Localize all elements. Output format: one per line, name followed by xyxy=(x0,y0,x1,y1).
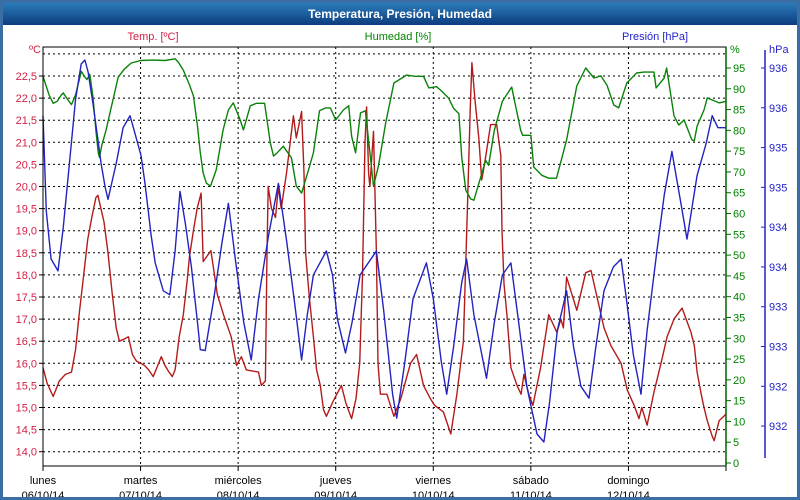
axis-tick-label: 20,5 xyxy=(16,159,37,171)
axis-tick-label: 16,5 xyxy=(16,336,37,348)
axis-tick-label: 19,0 xyxy=(16,226,37,238)
axis-tick-label: 22,0 xyxy=(16,93,37,105)
axis-tick-label: 935 xyxy=(769,182,787,194)
axis-tick-label: 06/10/14 xyxy=(22,490,65,500)
axis-tick-label: 14,0 xyxy=(16,447,37,459)
axis-tick-label: 11/10/14 xyxy=(510,490,552,500)
axis-tick-label: 07/10/14 xyxy=(119,490,162,500)
temperature-line xyxy=(42,62,727,442)
axis-tick-label: 80 xyxy=(733,125,745,137)
axis-tick-label: 935 xyxy=(769,143,787,155)
axis-tick-label: 0 xyxy=(733,458,739,470)
title-bar: Temperatura, Presión, Humedad xyxy=(3,3,797,25)
axis-tick-label: 15 xyxy=(733,396,745,408)
axis-tick-label: 35 xyxy=(733,312,745,324)
axis-tick-label: viernes xyxy=(416,475,452,487)
legend-temperature: Temp. [ºC] xyxy=(127,31,179,43)
axis-tick-label: 30 xyxy=(733,333,745,345)
legend-humidity: Humedad [%] xyxy=(364,31,432,43)
axis-tick-label: 85 xyxy=(733,105,745,117)
axis-tick-label: 55 xyxy=(733,229,745,241)
axis-tick-label: martes xyxy=(124,475,158,487)
axis-tick-label: 10/10/14 xyxy=(412,490,455,500)
humidity-axis-unit: % xyxy=(730,44,740,56)
axis-tick-label: 40 xyxy=(733,292,745,304)
axis-tick-label: 17,0 xyxy=(16,314,37,326)
axis-tick-label: 60 xyxy=(733,209,745,221)
axis-tick-label: jueves xyxy=(319,475,352,487)
axis-tick-label: 21,0 xyxy=(16,137,37,149)
axis-tick-label: 25 xyxy=(733,354,745,366)
pressure-line xyxy=(42,59,726,443)
axis-tick-label: 21,5 xyxy=(16,115,37,127)
axis-tick-label: 932 xyxy=(769,381,787,393)
axis-tick-label: 08/10/14 xyxy=(217,490,260,500)
axis-tick-label: 75 xyxy=(733,146,745,158)
axis-tick-label: 20,0 xyxy=(16,182,37,194)
axis-tick-label: sábado xyxy=(513,475,549,487)
legend-pressure: Presión [hPa] xyxy=(621,31,689,43)
axis-tick-label: 10 xyxy=(733,416,745,428)
axis-tick-label: 933 xyxy=(769,341,787,353)
axis-tick-label: 14,5 xyxy=(16,425,37,437)
axis-tick-label: 17,5 xyxy=(16,292,37,304)
pressure-axis-unit: hPa xyxy=(769,44,789,56)
axis-tick-label: 5 xyxy=(733,437,739,449)
axis-tick-label: 16,0 xyxy=(16,358,37,370)
axis-tick-label: 933 xyxy=(769,302,787,314)
axis-tick-label: 65 xyxy=(733,188,745,200)
axis-tick-label: 70 xyxy=(733,167,745,179)
axis-tick-label: 934 xyxy=(769,222,787,234)
axis-tick-label: lunes xyxy=(30,475,57,487)
window-title: Temperatura, Presión, Humedad xyxy=(308,7,492,21)
chart-plot: 22,5 22,0 21,5 21,0 20,5 20,0 19,5 19,0 18,5 18,0… xyxy=(16,46,787,500)
axis-tick-label: 18,0 xyxy=(16,270,37,282)
axis-tick-label: 20 xyxy=(733,375,745,387)
humidity-line xyxy=(42,58,727,201)
axis-tick-label: miércoles xyxy=(215,475,263,487)
plot-border xyxy=(42,46,727,467)
axis-tick-label: 90 xyxy=(733,84,745,96)
axis-tick-label: 19,5 xyxy=(16,204,37,216)
axis-tick-label: 50 xyxy=(733,250,745,262)
axis-tick-label: 09/10/14 xyxy=(314,490,357,500)
axis-tick-label: domingo xyxy=(607,475,649,487)
axis-tick-label: 12/10/14 xyxy=(607,490,650,500)
axis-tick-label: 15,5 xyxy=(16,380,37,392)
axis-tick-label: 18,5 xyxy=(16,248,37,260)
axis-tick-label: 45 xyxy=(733,271,745,283)
axis-tick-label: 22,5 xyxy=(16,71,37,83)
axis-tick-label: 936 xyxy=(769,103,787,115)
axis-tick-label: 936 xyxy=(769,63,787,75)
axis-tick-label: 95 xyxy=(733,63,745,75)
axis-tick-label: 15,0 xyxy=(16,403,37,415)
axis-tick-label: 932 xyxy=(769,421,787,433)
axis-tick-label: 934 xyxy=(769,262,787,274)
temp-axis-unit: ºC xyxy=(29,44,41,56)
